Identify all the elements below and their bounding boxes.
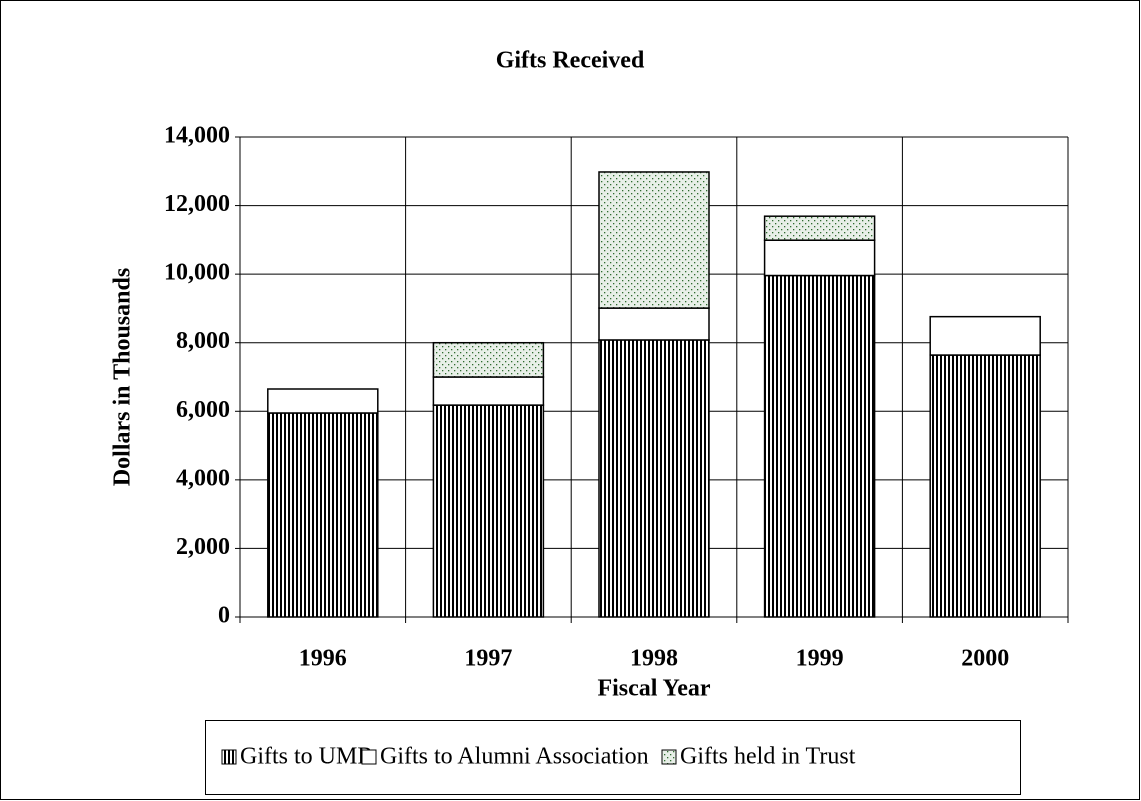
bar-segment <box>763 239 876 277</box>
bar-segment <box>929 354 1041 618</box>
bar-segment <box>763 274 876 618</box>
chart-title: Gifts Received <box>496 48 645 74</box>
legend-label: Gifts to Alumni Association <box>380 744 649 770</box>
y-tick-label: 0 <box>218 603 230 629</box>
legend-box <box>205 720 1021 795</box>
bar-segment <box>598 171 710 309</box>
y-tick-label: 10,000 <box>164 260 230 286</box>
bar-segment <box>598 307 710 341</box>
y-tick-label: 12,000 <box>164 191 230 217</box>
legend-swatch <box>361 749 377 765</box>
y-axis-label: Dollars in Thousands <box>110 268 136 486</box>
x-tick-label: 1997 <box>464 646 512 672</box>
legend-swatch <box>661 749 677 765</box>
x-tick-label: 1996 <box>299 646 347 672</box>
y-tick-label: 6,000 <box>176 397 230 423</box>
bar-segment <box>432 404 545 618</box>
x-tick-label: 2000 <box>961 646 1009 672</box>
bar-segment <box>267 412 379 618</box>
bar-segment <box>432 341 545 378</box>
legend-swatch <box>221 749 237 765</box>
x-tick-label: 1998 <box>630 646 678 672</box>
bar-segment <box>929 315 1041 356</box>
y-tick-label: 4,000 <box>176 465 230 491</box>
y-tick-label: 14,000 <box>164 123 230 149</box>
legend-label: Gifts to UMR <box>240 744 373 770</box>
legend-label: Gifts held in Trust <box>680 744 856 770</box>
bar-segment <box>432 376 545 406</box>
bar-segment <box>763 215 876 241</box>
bar-segment <box>267 388 379 414</box>
y-tick-label: 2,000 <box>176 534 230 560</box>
bar-segment <box>598 339 710 618</box>
x-tick-label: 1999 <box>796 646 844 672</box>
x-axis-label: Fiscal Year <box>597 676 710 702</box>
y-tick-label: 8,000 <box>176 328 230 354</box>
